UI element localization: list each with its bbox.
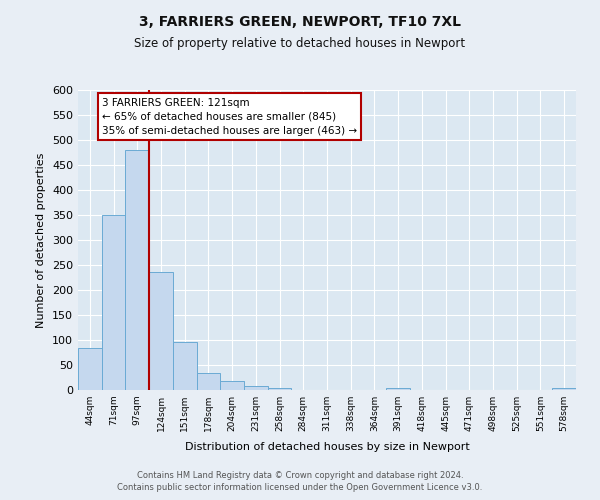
- Text: Size of property relative to detached houses in Newport: Size of property relative to detached ho…: [134, 38, 466, 51]
- Bar: [220, 380, 244, 390]
- Bar: [244, 386, 268, 390]
- Bar: [149, 272, 173, 390]
- Bar: [78, 348, 102, 390]
- Text: 3, FARRIERS GREEN, NEWPORT, TF10 7XL: 3, FARRIERS GREEN, NEWPORT, TF10 7XL: [139, 15, 461, 29]
- Bar: [386, 388, 410, 390]
- Y-axis label: Number of detached properties: Number of detached properties: [37, 152, 46, 328]
- Bar: [552, 388, 576, 390]
- Bar: [197, 372, 220, 390]
- Bar: [268, 388, 292, 390]
- Text: 3 FARRIERS GREEN: 121sqm
← 65% of detached houses are smaller (845)
35% of semi-: 3 FARRIERS GREEN: 121sqm ← 65% of detach…: [102, 98, 357, 136]
- Text: Contains HM Land Registry data © Crown copyright and database right 2024.
Contai: Contains HM Land Registry data © Crown c…: [118, 471, 482, 492]
- Bar: [102, 215, 125, 390]
- Bar: [173, 342, 197, 390]
- X-axis label: Distribution of detached houses by size in Newport: Distribution of detached houses by size …: [185, 442, 469, 452]
- Bar: [125, 150, 149, 390]
